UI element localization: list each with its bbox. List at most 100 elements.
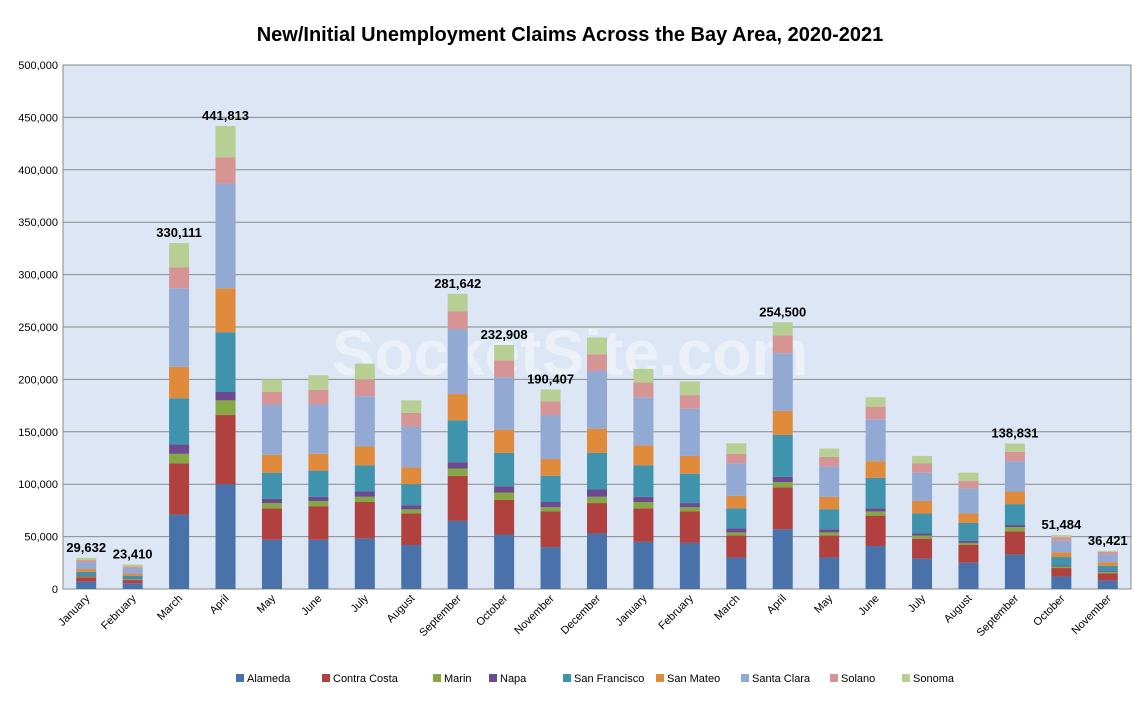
bar-segment-santa-clara — [447, 329, 468, 395]
bars — [76, 125, 1118, 589]
bar-segment-alameda — [865, 546, 886, 589]
legend-label: Solano — [841, 673, 875, 685]
x-tick-label: January — [613, 592, 650, 629]
bar-segment-santa-clara — [912, 472, 933, 501]
bar-segment-san-francisco — [1097, 565, 1118, 572]
bar-segment-santa-clara — [169, 288, 190, 367]
bar-segment-san-mateo — [447, 394, 468, 421]
bar-segment-san-francisco — [540, 475, 561, 503]
bar-segment-marin — [540, 507, 561, 512]
bar-segment-san-mateo — [76, 568, 97, 572]
legend-swatch — [830, 674, 838, 682]
bar-segment-sonoma — [772, 322, 793, 336]
bar-segment-solano — [1004, 451, 1025, 462]
bar-segment-san-francisco — [261, 472, 282, 499]
bar-segment-solano — [494, 360, 515, 378]
bar-segment-napa — [447, 462, 468, 469]
bar-segment-santa-clara — [494, 377, 515, 430]
legend-swatch — [656, 674, 664, 682]
legend-swatch — [433, 674, 441, 682]
bar-segment-santa-clara — [1004, 461, 1025, 492]
bar-segment-san-mateo — [261, 454, 282, 473]
bar-segment-marin — [772, 482, 793, 488]
bar-segment-san-francisco — [447, 420, 468, 463]
bar-segment-napa — [633, 496, 654, 503]
x-tick-label: December — [559, 592, 604, 637]
bar-segment-alameda — [540, 547, 561, 589]
bar-segment-san-mateo — [169, 366, 190, 399]
bar-segment-contra-costa — [401, 513, 422, 545]
x-tick-label: June — [299, 593, 324, 618]
legend-swatch — [322, 674, 330, 682]
total-label: 232,908 — [481, 327, 528, 342]
bar-segment-santa-clara — [1097, 554, 1118, 563]
x-tick-label: January — [56, 592, 93, 629]
bar-segment-san-mateo — [865, 461, 886, 478]
bar-segment-contra-costa — [772, 487, 793, 530]
bar-segment-marin — [958, 542, 979, 545]
x-tick-label: September — [974, 592, 1021, 639]
bar-segment-sonoma — [1097, 550, 1118, 552]
bar-segment-santa-clara — [401, 426, 422, 468]
legend-label: Sonoma — [913, 673, 955, 685]
x-tick-label: September — [417, 592, 464, 639]
bar-segment-solano — [633, 382, 654, 398]
bar-segment-marin — [354, 496, 375, 503]
bar-segment-san-francisco — [679, 473, 700, 504]
bar-segment-alameda — [679, 542, 700, 589]
bar-segment-alameda — [215, 484, 236, 589]
bar-segment-san-francisco — [958, 522, 979, 541]
bar-segment-alameda — [587, 533, 607, 589]
y-tick-label: 300,000 — [18, 270, 58, 282]
bar-segment-marin — [122, 579, 143, 581]
bar-segment-contra-costa — [633, 508, 654, 542]
bar-segment-contra-costa — [1097, 573, 1118, 581]
bar-segment-napa — [308, 496, 329, 501]
bar-segment-marin — [1004, 527, 1025, 532]
y-tick-label: 250,000 — [18, 322, 58, 334]
bar-segment-solano — [819, 456, 840, 467]
bar-segment-santa-clara — [958, 488, 979, 514]
bar-segment-sonoma — [633, 368, 654, 383]
bar-segment-marin — [76, 576, 97, 578]
bar-segment-sonoma — [308, 375, 329, 390]
x-tick-label: April — [765, 593, 789, 617]
bar-segment-contra-costa — [912, 538, 933, 559]
bar-segment-san-mateo — [494, 429, 515, 453]
bar-segment-marin — [401, 509, 422, 514]
bar-segment-san-mateo — [587, 428, 607, 453]
legend-label: Santa Clara — [752, 673, 811, 685]
bar-segment-sonoma — [494, 344, 515, 361]
bar-segment-contra-costa — [447, 475, 468, 521]
bar-segment-santa-clara — [633, 397, 654, 446]
bar-segment-san-francisco — [76, 571, 97, 576]
y-tick-label: 350,000 — [18, 217, 58, 229]
bar-segment-marin — [308, 500, 329, 507]
bar-segment-santa-clara — [865, 419, 886, 462]
bar-segment-solano — [261, 391, 282, 405]
bar-segment-sonoma — [958, 472, 979, 482]
bar-segment-alameda — [447, 520, 468, 589]
x-tick-label: August — [942, 593, 975, 626]
bar-segment-alameda — [1097, 580, 1118, 589]
bar-segment-marin — [1051, 566, 1072, 569]
bar-segment-contra-costa — [215, 415, 236, 485]
bar-segment-alameda — [169, 514, 190, 589]
x-tick-label: November — [512, 592, 557, 637]
total-label: 330,111 — [156, 225, 202, 240]
bar-segment-san-mateo — [308, 453, 329, 471]
bar-segment-contra-costa — [1004, 531, 1025, 555]
bar-segment-san-mateo — [772, 410, 793, 435]
bar-segment-sonoma — [819, 448, 840, 457]
bar-segment-solano — [215, 157, 236, 184]
bar-segment-san-mateo — [633, 445, 654, 466]
bar-segment-san-francisco — [587, 452, 607, 490]
bar-segment-san-mateo — [215, 288, 236, 333]
bar-segment-sonoma — [447, 293, 468, 312]
bar-segment-san-francisco — [494, 452, 515, 487]
bar-segment-solano — [772, 335, 793, 354]
bar-segment-san-mateo — [122, 573, 143, 576]
bar-segment-contra-costa — [679, 511, 700, 543]
